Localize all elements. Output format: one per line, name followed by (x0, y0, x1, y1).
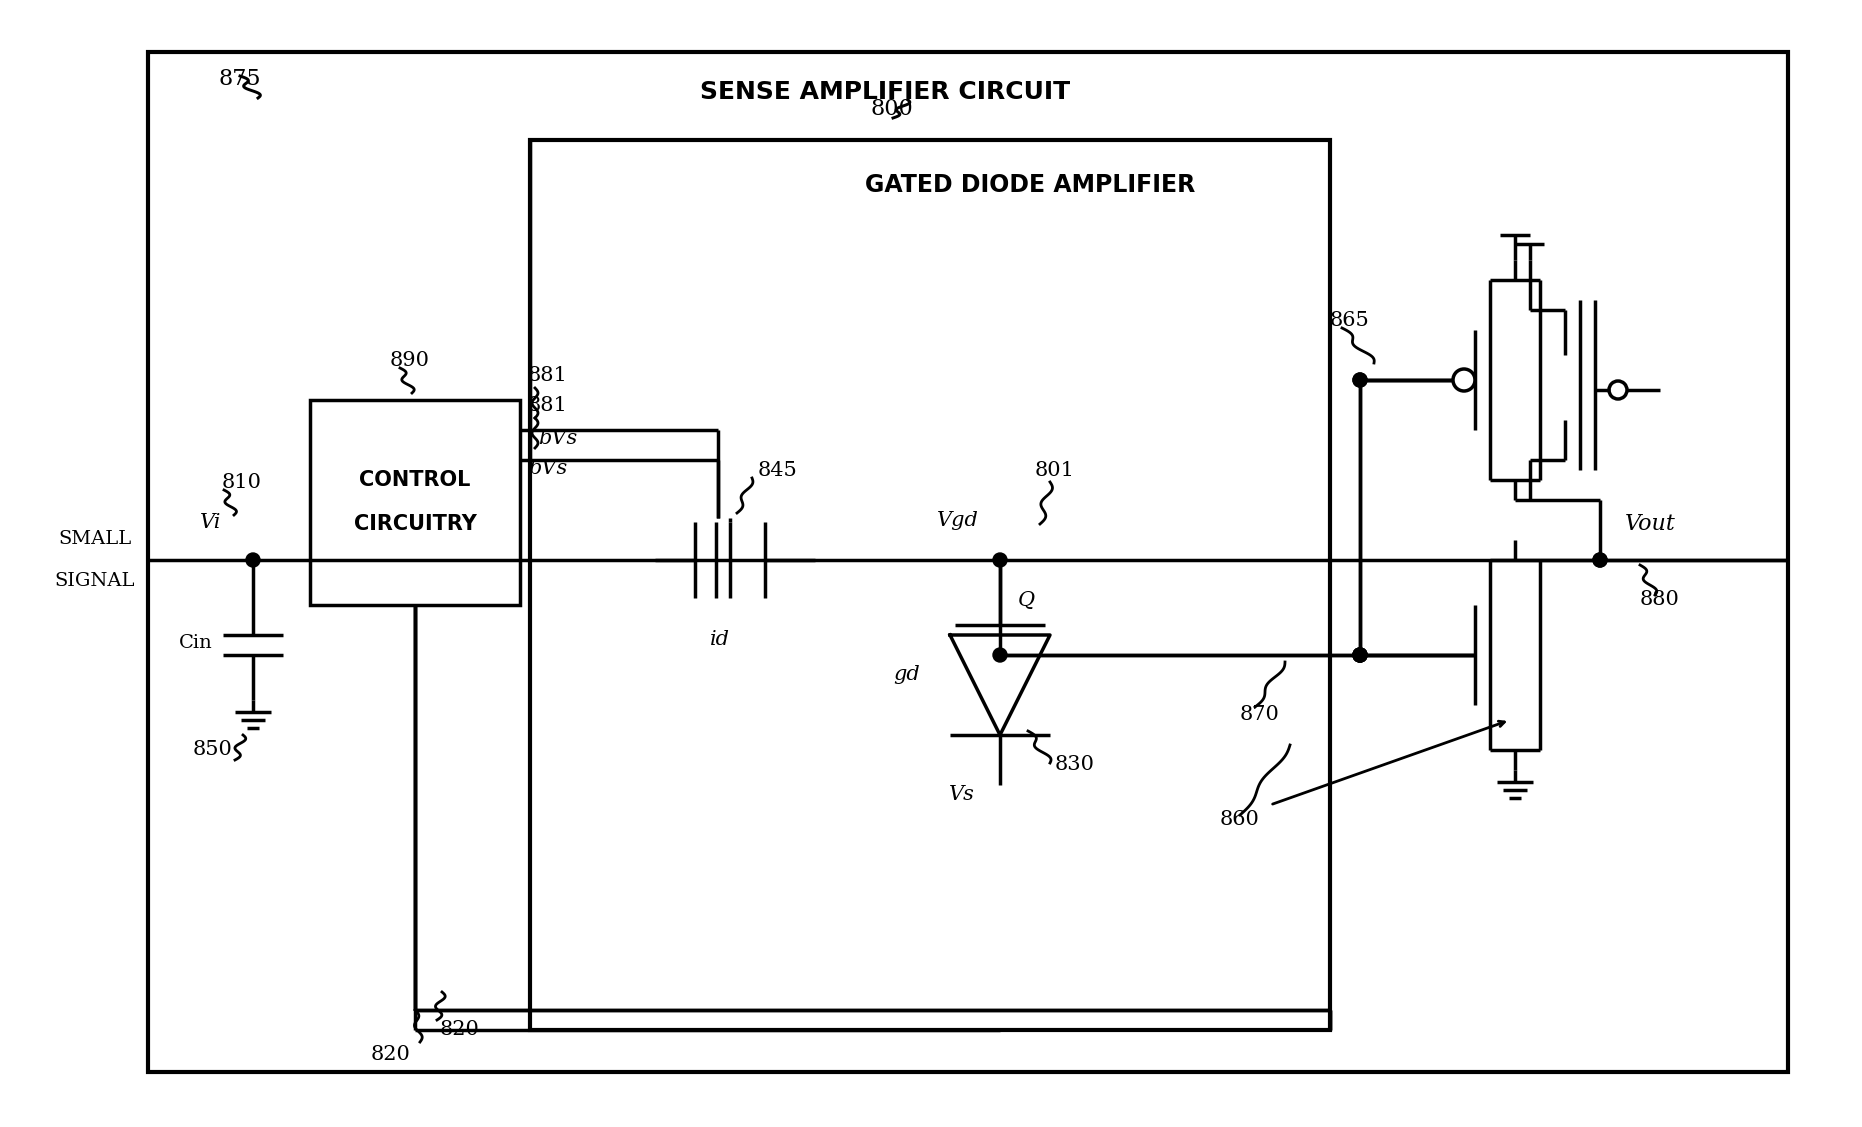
Circle shape (992, 648, 1007, 662)
Text: 890: 890 (389, 350, 430, 370)
Text: 865: 865 (1329, 311, 1370, 330)
Text: 845: 845 (758, 461, 797, 480)
Circle shape (1354, 648, 1367, 662)
Circle shape (992, 553, 1007, 567)
Circle shape (1354, 373, 1367, 387)
Circle shape (246, 553, 261, 567)
Text: Vi: Vi (199, 513, 222, 532)
Text: SENSE AMPLIFIER CIRCUIT: SENSE AMPLIFIER CIRCUIT (700, 80, 1071, 104)
Bar (531, 140, 1329, 1030)
Text: 881: 881 (529, 396, 568, 415)
Circle shape (1354, 648, 1367, 662)
Text: 860: 860 (1220, 810, 1261, 829)
Text: Cin: Cin (179, 635, 212, 653)
Text: id: id (709, 630, 730, 649)
Circle shape (1354, 373, 1367, 387)
Circle shape (1354, 648, 1367, 662)
Text: 875: 875 (218, 68, 261, 90)
Text: 810: 810 (222, 473, 263, 492)
Circle shape (1594, 553, 1607, 567)
Text: GATED DIODE AMPLIFIER: GATED DIODE AMPLIFIER (864, 174, 1195, 197)
Text: 801: 801 (1035, 461, 1074, 480)
Text: Vout: Vout (1626, 513, 1676, 535)
Text: bVs: bVs (529, 459, 568, 478)
Text: 830: 830 (1056, 755, 1095, 774)
Text: 881: 881 (529, 366, 568, 385)
Circle shape (1594, 553, 1607, 567)
Text: CONTROL: CONTROL (359, 470, 471, 490)
Text: 820: 820 (439, 1020, 480, 1039)
Circle shape (1354, 648, 1367, 662)
Text: SMALL: SMALL (58, 530, 132, 548)
Text: 870: 870 (1240, 706, 1279, 724)
Text: 800: 800 (870, 98, 912, 119)
Bar (309, 400, 519, 605)
Text: bVs: bVs (538, 428, 577, 447)
Text: Q: Q (1019, 591, 1035, 610)
Text: gd: gd (894, 666, 920, 684)
Bar (147, 52, 1788, 1072)
Text: Vgd: Vgd (937, 511, 979, 530)
Text: 820: 820 (371, 1045, 410, 1064)
Text: SIGNAL: SIGNAL (54, 573, 136, 591)
Text: 880: 880 (1640, 591, 1680, 609)
Text: Vs: Vs (950, 786, 976, 804)
Text: CIRCUITRY: CIRCUITRY (354, 514, 477, 534)
Text: 850: 850 (194, 740, 233, 758)
